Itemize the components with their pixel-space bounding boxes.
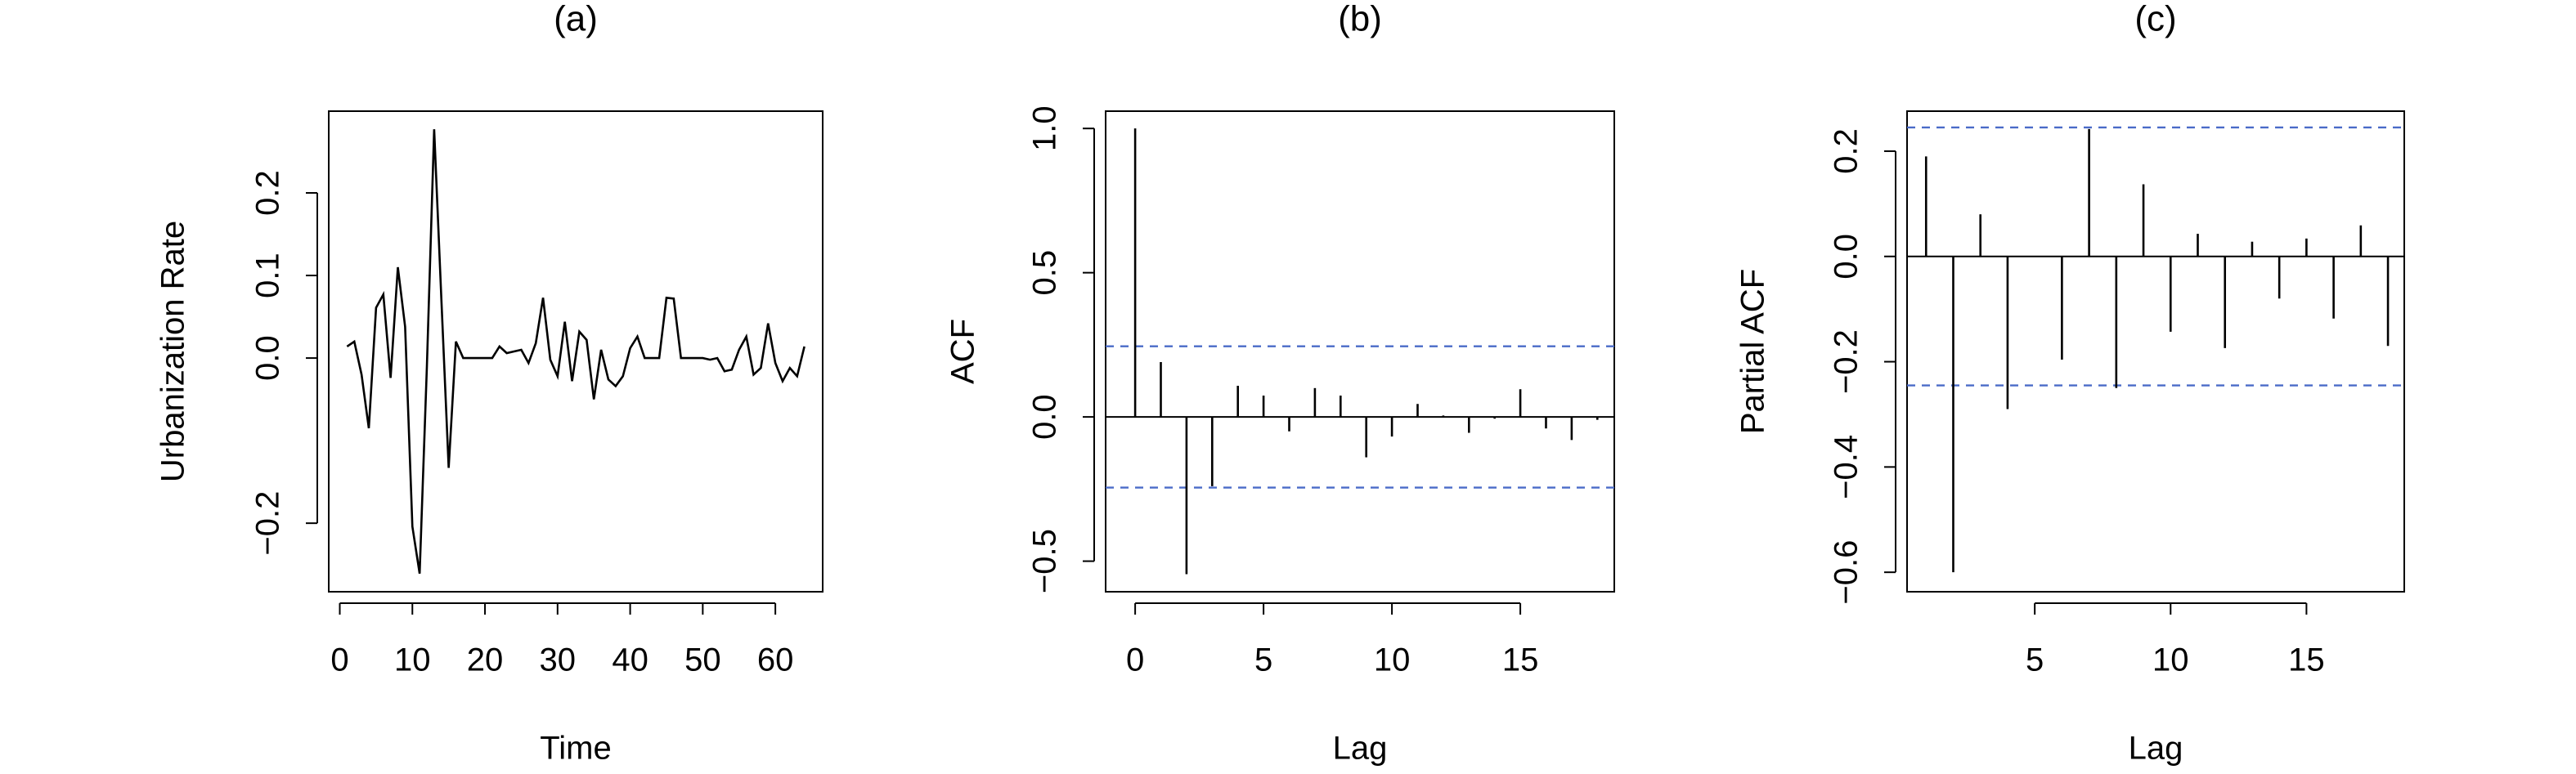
x-tick-label: 5: [1254, 642, 1272, 678]
y-tick-label: 1.0: [1027, 105, 1063, 151]
x-tick-label: 10: [2152, 642, 2189, 678]
x-axis-label: Lag: [2129, 731, 2183, 767]
y-tick-label: 0.0: [250, 335, 286, 381]
x-tick-label: 0: [1126, 642, 1144, 678]
y-tick-label: −0.6: [1829, 540, 1865, 605]
y-tick-label: −0.2: [250, 491, 286, 556]
x-tick-label: 0: [330, 642, 348, 678]
series-line: [346, 129, 806, 574]
x-tick-label: 15: [1502, 642, 1539, 678]
y-tick-label: 0.0: [1829, 234, 1865, 280]
y-tick-label: 0.1: [250, 253, 286, 298]
plot-frame: [1906, 110, 2405, 593]
y-axis-label: Partial ACF: [1735, 269, 1771, 434]
y-tick-label: −0.2: [1829, 329, 1865, 394]
plot-frame: [1105, 110, 1615, 593]
x-tick-label: 30: [540, 642, 577, 678]
y-tick-label: −0.4: [1829, 435, 1865, 499]
panel-title: (b): [1338, 0, 1382, 39]
x-axis-label: Lag: [1333, 731, 1388, 767]
y-axis-label: ACF: [945, 319, 981, 384]
y-tick-label: 0.2: [1829, 128, 1865, 174]
y-tick-label: 0.0: [1027, 394, 1063, 440]
y-axis-label: Urbanization Rate: [155, 221, 191, 482]
x-tick-label: 50: [684, 642, 721, 678]
y-tick-label: 0.5: [1027, 250, 1063, 296]
y-tick-label: 0.2: [250, 170, 286, 216]
panel-title: (c): [2134, 0, 2176, 39]
panel-title: (a): [554, 0, 598, 39]
x-tick-label: 20: [467, 642, 504, 678]
y-tick-label: −0.5: [1027, 529, 1063, 593]
x-tick-label: 40: [612, 642, 648, 678]
x-tick-label: 10: [394, 642, 431, 678]
x-tick-label: 10: [1374, 642, 1411, 678]
x-axis-label: Time: [540, 731, 611, 767]
plot-frame: [328, 110, 824, 593]
x-tick-label: 60: [757, 642, 794, 678]
x-tick-label: 5: [2026, 642, 2044, 678]
x-tick-label: 15: [2288, 642, 2325, 678]
